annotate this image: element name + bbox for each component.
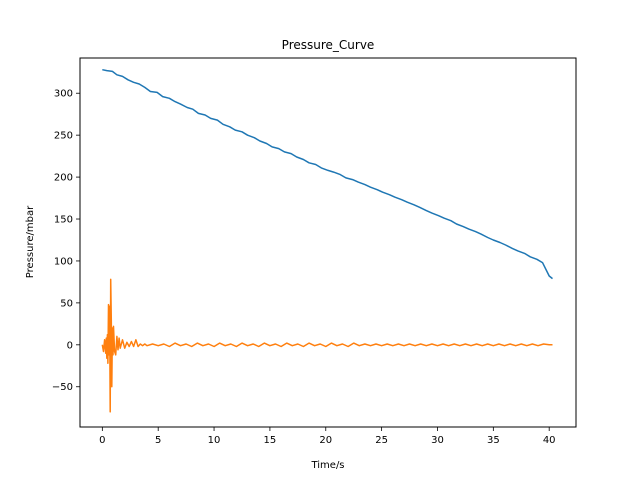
x-tick-label: 15 bbox=[264, 435, 277, 446]
series-line-1 bbox=[102, 68, 553, 280]
x-axis-ticks: 0 5 10 15 20 25 30 35 40 bbox=[99, 427, 556, 446]
y-tick-label: 150 bbox=[54, 215, 73, 226]
x-tick-label: 40 bbox=[543, 435, 556, 446]
y-tick-label: 200 bbox=[54, 173, 73, 184]
x-tick-label: 25 bbox=[375, 435, 388, 446]
y-tick-label: −50 bbox=[52, 382, 73, 393]
x-tick-label: 10 bbox=[208, 435, 221, 446]
y-tick-label: 50 bbox=[60, 298, 73, 309]
y-tick-label: 100 bbox=[54, 256, 73, 267]
y-tick-label: 300 bbox=[54, 89, 73, 100]
plot-area bbox=[79, 57, 577, 428]
x-tick-label: 35 bbox=[487, 435, 500, 446]
x-tick-label: 20 bbox=[319, 435, 332, 446]
x-tick-label: 30 bbox=[431, 435, 444, 446]
x-tick-label: 5 bbox=[155, 435, 161, 446]
x-axis-label: Time/s bbox=[310, 460, 344, 471]
y-tick-label: 0 bbox=[67, 340, 73, 351]
axes-frame bbox=[79, 57, 577, 428]
y-tick-label: 250 bbox=[54, 131, 73, 142]
y-axis-label: Pressure/mbar bbox=[25, 205, 36, 278]
series-layer bbox=[101, 68, 553, 413]
x-tick-label: 0 bbox=[99, 435, 105, 446]
y-axis-ticks: −50 0 50 100 150 200 250 300 bbox=[52, 89, 80, 393]
chart-title: Pressure_Curve bbox=[282, 38, 375, 52]
series-line-2 bbox=[101, 278, 553, 413]
